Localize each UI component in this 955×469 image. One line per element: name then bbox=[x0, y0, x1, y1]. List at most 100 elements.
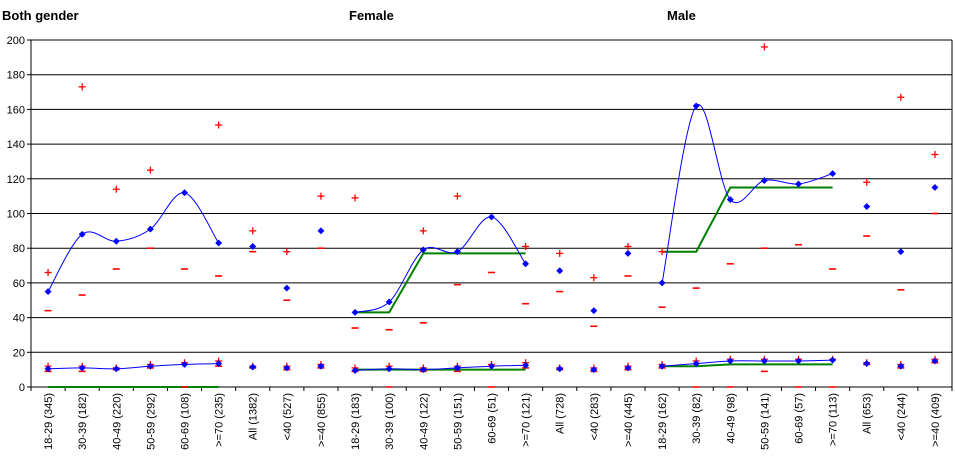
series-0-point bbox=[794, 180, 803, 188]
x-tick-label: All (728) bbox=[555, 393, 567, 434]
series-1-point bbox=[351, 366, 359, 375]
x-tick-label: 30-39 (82) bbox=[691, 393, 703, 444]
x-tick-label: 60-69 (108) bbox=[180, 393, 192, 450]
y-tick-label-120: 120 bbox=[7, 174, 25, 186]
series-1-point bbox=[385, 365, 393, 373]
series-0-upper-marker bbox=[419, 227, 427, 235]
series-1-point bbox=[78, 364, 86, 372]
series-0-point bbox=[283, 284, 291, 292]
series-1-point bbox=[283, 364, 291, 372]
x-tick-label: 18-29 (162) bbox=[657, 393, 669, 450]
x-tick-label: >=70 (235) bbox=[214, 393, 226, 447]
panel-title-male: Male bbox=[667, 8, 696, 23]
x-tick-label: 40-49 (220) bbox=[111, 393, 123, 450]
fit-line-1 bbox=[355, 252, 526, 314]
x-tick-label: 50-59 (141) bbox=[759, 393, 771, 450]
x-tick-label: 18-29 (345) bbox=[43, 393, 55, 450]
series-0-upper-marker bbox=[249, 227, 257, 235]
y-tick-label-200: 200 bbox=[7, 35, 25, 47]
series-0-upper-marker bbox=[863, 178, 871, 186]
series-1-point bbox=[658, 362, 666, 370]
y-tick-label-60: 60 bbox=[13, 278, 25, 290]
series-1-point bbox=[112, 365, 120, 373]
x-tick-label: >=70 (121) bbox=[521, 393, 533, 447]
y-tick-label-40: 40 bbox=[13, 313, 25, 325]
series-0-point bbox=[897, 248, 905, 256]
series-1-point bbox=[590, 366, 598, 374]
series-0-point bbox=[453, 248, 461, 256]
series-0-upper-marker bbox=[624, 242, 632, 250]
series-0-curve-1 bbox=[354, 216, 527, 313]
series-0-upper-marker bbox=[112, 185, 120, 193]
series-1-point bbox=[249, 363, 257, 371]
series-0-curve-0 bbox=[47, 192, 220, 292]
panel-title-both-gender: Both gender bbox=[2, 8, 79, 23]
series-0-point bbox=[522, 260, 530, 268]
series-0-upper-marker bbox=[760, 43, 768, 51]
x-tick-label: >=70 (113) bbox=[828, 393, 840, 446]
x-tick-label: 60-69 (51) bbox=[487, 393, 499, 444]
y-tick-label-140: 140 bbox=[7, 139, 25, 151]
series-1-point bbox=[419, 366, 427, 374]
series-0-point bbox=[146, 225, 154, 233]
series-0-point bbox=[624, 249, 632, 257]
y-tick-label-20: 20 bbox=[13, 347, 25, 359]
series-0-point bbox=[351, 308, 359, 316]
x-tick-label: >=40 (855) bbox=[316, 393, 328, 447]
series-0-upper-marker bbox=[556, 249, 564, 257]
series-0-upper-marker bbox=[215, 121, 223, 129]
x-tick-label: 18-29 (183) bbox=[350, 393, 362, 450]
series-0-upper-marker bbox=[317, 192, 325, 200]
y-tick-label-160: 160 bbox=[7, 104, 25, 116]
series-0-upper-marker bbox=[44, 268, 52, 276]
series-0-upper-marker bbox=[351, 194, 359, 202]
series-1-point bbox=[317, 362, 325, 370]
series-1-point bbox=[897, 362, 905, 370]
x-tick-label: All (1382) bbox=[248, 393, 260, 440]
series-0-point bbox=[556, 267, 564, 275]
y-tick-label-80: 80 bbox=[13, 243, 25, 255]
series-0-upper-marker bbox=[453, 192, 461, 200]
series-1-point bbox=[624, 364, 632, 372]
fit-line-3 bbox=[662, 186, 833, 253]
x-tick-label: 40-49 (98) bbox=[725, 393, 737, 444]
fit-lines bbox=[48, 186, 833, 388]
series-0-upper-marker bbox=[146, 166, 154, 174]
series-0-point bbox=[419, 246, 427, 254]
series-1-point bbox=[522, 361, 530, 369]
series-1-point bbox=[692, 360, 700, 368]
series-1-point bbox=[726, 357, 734, 365]
series-0-point bbox=[863, 203, 871, 211]
series-0-point bbox=[760, 176, 768, 185]
series-0-upper-marker bbox=[522, 242, 530, 250]
series-0-point bbox=[487, 213, 496, 221]
series-0-upper-marker bbox=[78, 83, 86, 91]
series-1-point bbox=[556, 365, 564, 373]
series-1-curve-0 bbox=[48, 363, 219, 370]
series-0-upper-marker bbox=[658, 248, 666, 256]
series-1-point bbox=[487, 362, 496, 370]
series-0-upper-marker bbox=[590, 274, 598, 282]
x-tick-label: <40 (283) bbox=[589, 393, 601, 440]
x-tick-label: <40 (527) bbox=[282, 393, 294, 440]
series-0-point bbox=[180, 189, 189, 197]
series-1-point bbox=[760, 357, 768, 365]
y-tick-label-0: 0 bbox=[19, 382, 25, 394]
x-tick-label: >=40 (409) bbox=[930, 393, 942, 447]
y-tick-label-100: 100 bbox=[7, 209, 25, 221]
series-0-curve-2 bbox=[661, 104, 833, 283]
x-tick-label: 50-59 (292) bbox=[145, 393, 157, 450]
series-0-point bbox=[249, 242, 257, 251]
x-tick-label: >=40 (445) bbox=[623, 393, 635, 447]
series-0-point bbox=[931, 183, 939, 192]
series-0-point bbox=[658, 279, 666, 287]
y-tick-label-180: 180 bbox=[7, 70, 25, 82]
series-0-point bbox=[78, 230, 86, 238]
series-0-point bbox=[385, 298, 393, 306]
grid-lines bbox=[31, 39, 952, 353]
x-tick-label: All (653) bbox=[862, 393, 874, 434]
series-1-point bbox=[794, 357, 803, 365]
panel-title-female: Female bbox=[349, 8, 394, 23]
x-tick-labels: 18-29 (345) 30-39 (182) 40-49 (220) 50-59 (… bbox=[43, 393, 942, 450]
